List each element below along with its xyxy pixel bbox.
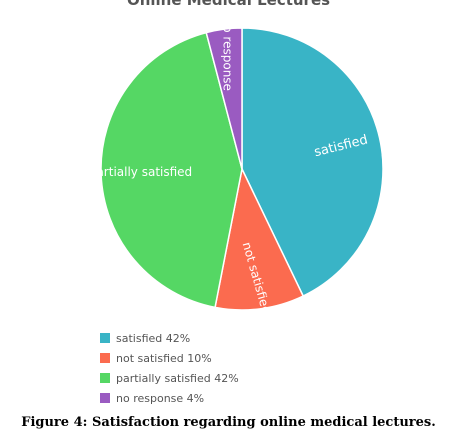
pie-slice-no-response xyxy=(205,27,243,170)
pie-slice-satisfied xyxy=(241,27,384,298)
pie-slice-not-satisfied xyxy=(214,166,305,311)
legend-label: not satisfied 10% xyxy=(116,351,212,365)
legend-swatch xyxy=(100,333,110,343)
legend-label: no response 4% xyxy=(116,391,205,405)
legend-item-partially-satisfied: partially satisfied 42% xyxy=(100,368,239,388)
legend: satisfied 42% not satisfied 10% partially … xyxy=(100,328,239,408)
pie-slices xyxy=(100,27,384,311)
pie-label-no-response: no response xyxy=(221,18,235,91)
legend-swatch xyxy=(100,353,110,363)
legend-item-not-satisfied: not satisfied 10% xyxy=(100,348,239,368)
legend-swatch xyxy=(100,393,110,403)
legend-item-satisfied: satisfied 42% xyxy=(100,328,239,348)
legend-swatch xyxy=(100,373,110,383)
legend-label: partially satisfied 42% xyxy=(116,371,239,385)
figure-caption: Figure 4: Satisfaction regarding online … xyxy=(21,415,436,430)
pie-label-partially-satisfied: partially satisfied xyxy=(89,165,192,179)
legend-item-no-response: no response 4% xyxy=(100,388,239,408)
legend-label: satisfied 42% xyxy=(116,331,191,345)
chart-title: Online Medical Lectures xyxy=(126,0,331,9)
pie-slice-partially-satisfied xyxy=(100,31,243,309)
